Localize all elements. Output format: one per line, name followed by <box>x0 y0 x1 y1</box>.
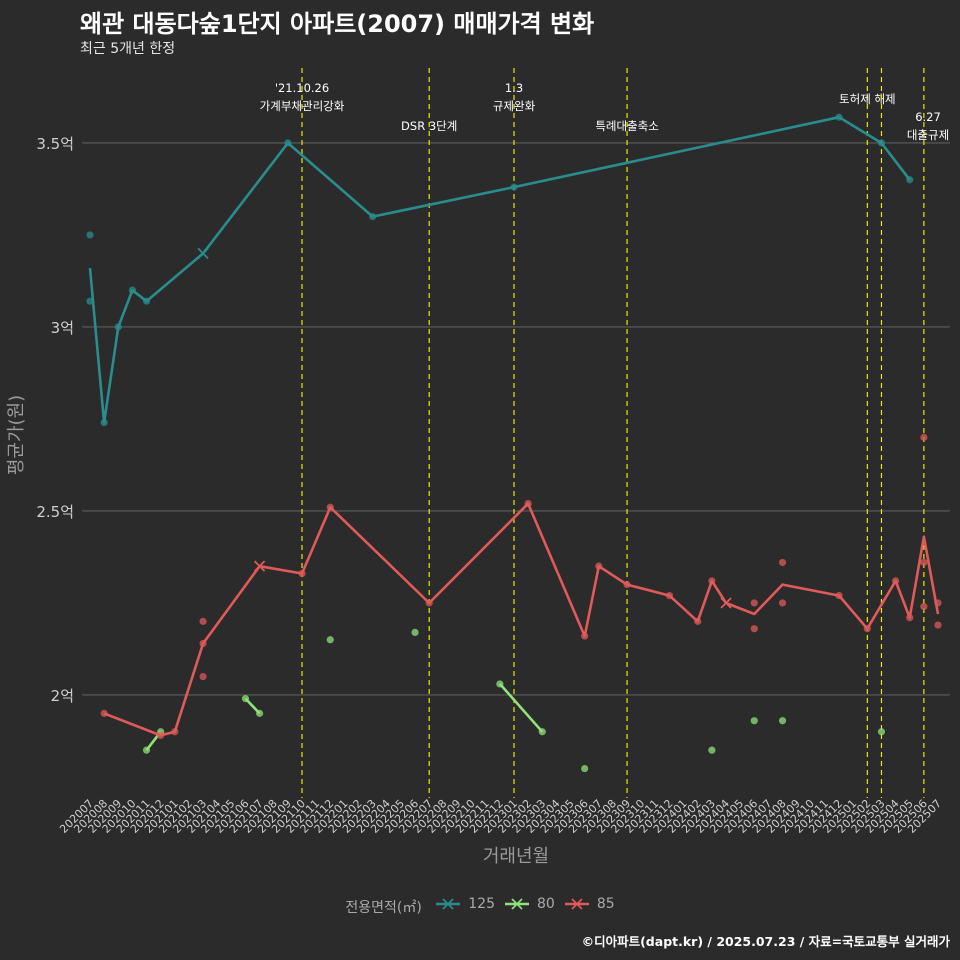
cross-marker-85 <box>720 597 732 609</box>
series-segment-80 <box>244 697 261 715</box>
data-point-85 <box>778 558 787 567</box>
legend-label: 125 <box>468 896 495 912</box>
chart-subtitle: 최근 5개년 한정 <box>80 41 176 57</box>
data-point-85 <box>920 558 928 567</box>
source-caption: ©디아파트(dapt.kr) / 2025.07.23 / 자료=국토교통부 실… <box>581 934 950 949</box>
data-point-80 <box>581 764 589 773</box>
x-axis-title: 거래년월 <box>483 846 549 867</box>
event-label: 특례대출축소 <box>595 119 658 133</box>
event-label: 가계부채관리강화 <box>260 99 345 113</box>
legend-label: 85 <box>596 896 615 912</box>
event-label: 6.27 <box>915 110 941 124</box>
data-point-80 <box>708 746 716 754</box>
y-axis-title: 평균가(원) <box>6 395 27 475</box>
data-point-85 <box>920 433 928 441</box>
legend-label: 80 <box>536 896 555 912</box>
data-point-80 <box>750 717 758 725</box>
data-point-85 <box>750 599 758 607</box>
data-point-80 <box>778 717 787 725</box>
legend-swatch-icon <box>503 896 531 912</box>
event-label: '21.10.26 <box>275 81 329 95</box>
legend-item-125: 125 <box>434 896 495 912</box>
event-label: 토허제 해제 <box>839 92 896 106</box>
y-tick-label: 2.5억 <box>36 503 74 521</box>
series-segment-80 <box>498 683 544 733</box>
data-point-85 <box>778 599 787 607</box>
event-label: 대출규제 <box>907 128 949 142</box>
series-line-125 <box>88 115 911 424</box>
legend-title: 전용면적(㎡) <box>345 900 422 916</box>
data-point-85 <box>750 625 758 633</box>
data-point-85 <box>199 672 207 681</box>
data-point-85 <box>934 621 942 629</box>
cross-marker-125 <box>197 247 209 259</box>
legend: 전용면적(㎡) 125 80 85 <box>0 896 960 917</box>
data-point-80 <box>411 628 419 637</box>
legend-swatch-icon <box>563 896 591 912</box>
legend-swatch-icon <box>434 896 462 912</box>
y-tick-label: 3.5억 <box>36 135 74 153</box>
data-point-125 <box>86 231 94 239</box>
y-tick-label: 3억 <box>51 319 74 337</box>
legend-item-80: 80 <box>503 896 555 912</box>
event-label: 규제완화 <box>493 99 536 113</box>
cross-marker-85 <box>253 560 266 572</box>
data-point-80 <box>877 728 886 736</box>
data-point-85 <box>199 617 207 625</box>
legend-item-85: 85 <box>563 896 615 912</box>
y-tick-label: 2억 <box>51 687 74 705</box>
chart-title: 왜관 대동다숲1단지 아파트(2007) 매매가격 변화 <box>80 10 595 38</box>
data-point-80 <box>326 636 334 644</box>
event-label: DSR 3단계 <box>401 119 457 133</box>
data-point-85 <box>920 603 928 611</box>
event-label: 1.3 <box>505 81 523 95</box>
series-line-85 <box>103 502 940 737</box>
